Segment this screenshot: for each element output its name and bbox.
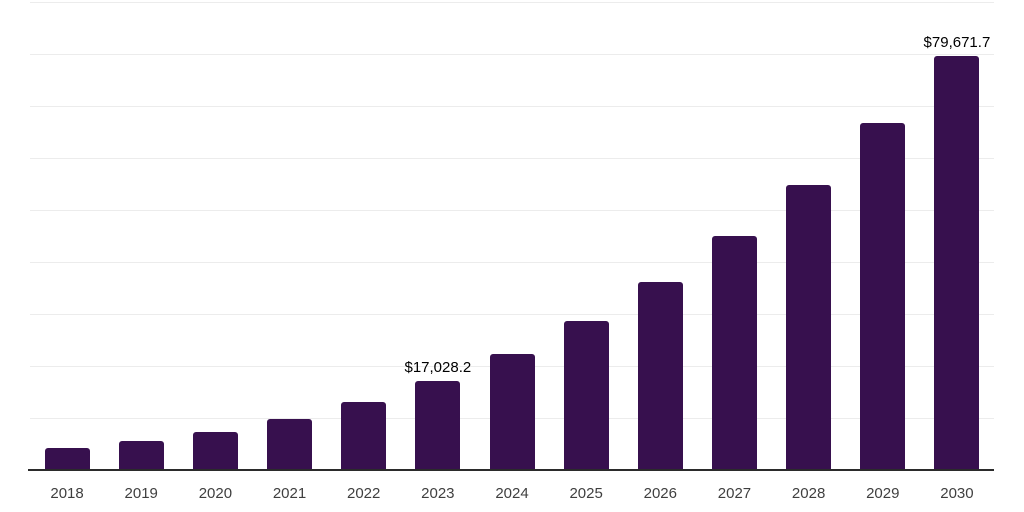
bar-2023 [415, 381, 461, 470]
x-axis-label-2026: 2026 [643, 485, 677, 502]
gridline [30, 106, 994, 107]
gridline [30, 54, 994, 55]
gridline [30, 2, 994, 3]
bar-value-label-2030: $79,671.7 [923, 33, 991, 51]
x-axis-line [28, 469, 994, 471]
bar-2022 [341, 402, 387, 470]
bar-2030 [934, 55, 980, 470]
bar-2019 [118, 440, 164, 470]
x-axis-label-2018: 2018 [50, 485, 84, 502]
bar-2020 [192, 432, 238, 470]
x-axis-label-2023: 2023 [421, 485, 455, 502]
bar-2025 [563, 320, 609, 470]
x-axis-label-2024: 2024 [495, 485, 529, 502]
gridline [30, 210, 994, 211]
x-axis-label-2020: 2020 [198, 485, 233, 502]
x-axis-label-2025: 2025 [569, 485, 603, 502]
x-axis-label-2019: 2019 [124, 485, 158, 502]
plot-area: $17,028.2 $79,671.7 [30, 2, 994, 470]
bar-2027 [711, 236, 757, 470]
bar-2018 [44, 448, 90, 470]
x-axis-label-2022: 2022 [347, 485, 381, 502]
gridline [30, 262, 994, 263]
bar-2021 [267, 419, 313, 470]
x-axis-label-2030: 2030 [940, 485, 974, 502]
bar-2029 [860, 123, 906, 470]
bar-value-label-2023: $17,028.2 [404, 359, 472, 377]
bar-2028 [786, 185, 832, 470]
bar-2026 [637, 282, 683, 470]
x-axis-label-2027: 2027 [717, 485, 752, 502]
x-axis-label-2021: 2021 [272, 485, 307, 502]
gridline [30, 158, 994, 159]
gridline [30, 314, 994, 315]
x-axis-label-2029: 2029 [866, 485, 900, 502]
bar-2024 [489, 354, 535, 470]
x-axis-label-2028: 2028 [791, 485, 826, 502]
